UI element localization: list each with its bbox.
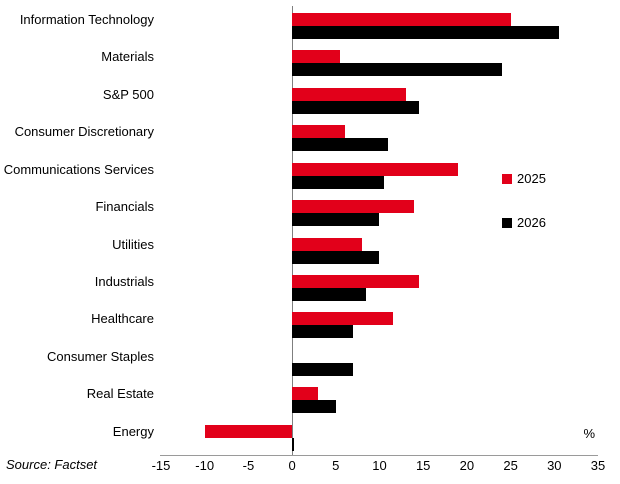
bar-2025 [292, 237, 362, 251]
bar-2026 [292, 325, 354, 339]
chart-row: S&P 500 [0, 81, 598, 118]
chart-row: Materials [0, 43, 598, 80]
bar-2025 [292, 200, 415, 214]
category-label: Materials [101, 49, 154, 65]
chart-row: Information Technology [0, 6, 598, 43]
category-label: Energy [112, 423, 154, 439]
category-label: Healthcare [91, 311, 154, 327]
chart-row: Utilities [0, 231, 598, 268]
category-label: S&P 500 [102, 86, 154, 102]
chart-row: Financials [0, 193, 598, 230]
bar-2025 [292, 13, 511, 26]
chart-row: Energy [0, 418, 598, 455]
x-tick-label: 15 [415, 458, 431, 473]
chart-rows: Information Technology Materials S&P 500 Co… [0, 6, 598, 455]
category-label: Consumer Staples [47, 348, 154, 364]
category-label: Real Estate [86, 386, 154, 402]
category-label: Financials [95, 199, 154, 215]
category-label: Industrials [94, 273, 154, 289]
x-tick-label: 25 [503, 458, 518, 473]
bar-2025 [292, 50, 341, 64]
x-axis-line [160, 455, 598, 456]
bar-2026 [292, 362, 354, 376]
bar-2025 [292, 274, 419, 288]
x-tick-label: -10 [195, 458, 215, 473]
bar-2026 [292, 175, 384, 189]
bar-2026 [292, 287, 367, 301]
category-label: Information Technology [19, 12, 154, 27]
bar-2026 [292, 250, 380, 264]
bar-2026 [292, 100, 419, 114]
chart-row: Industrials [0, 268, 598, 305]
zero-baseline [292, 6, 293, 455]
bar-2025 [292, 87, 406, 101]
category-label: Communications Services [3, 161, 154, 177]
x-tick-label: -15 [151, 458, 171, 473]
bar-2026 [292, 63, 502, 77]
bar-2025 [292, 162, 459, 176]
x-tick-label: -5 [242, 458, 255, 473]
category-label: Utilities [112, 236, 154, 252]
chart-row: Communications Services [0, 156, 598, 193]
chart-row: Healthcare [0, 305, 598, 342]
x-tick-label: 35 [590, 458, 606, 473]
bar-2026 [292, 213, 380, 227]
bar-2026 [292, 400, 336, 414]
x-tick-label: 10 [372, 458, 387, 473]
chart-row: Consumer Discretionary [0, 118, 598, 155]
chart-row: Real Estate [0, 380, 598, 417]
x-tick-label: 5 [332, 458, 340, 473]
x-tick-label: 0 [288, 458, 296, 473]
bar-2026 [292, 138, 389, 152]
source-note: Source: Factset [6, 457, 98, 472]
bar-2026 [292, 26, 559, 39]
bar-2025 [292, 387, 319, 401]
x-tick-label: 20 [459, 458, 475, 473]
category-label: Consumer Discretionary [14, 124, 154, 140]
bar-2025 [292, 125, 345, 139]
bar-2026 [292, 437, 294, 451]
chart-row: Consumer Staples [0, 343, 598, 380]
bar-2025 [292, 312, 393, 326]
x-axis-tick-labels: -15 -10 -5 0 5 10 15 20 25 30 35 [152, 458, 606, 476]
x-tick-label: 30 [547, 458, 562, 473]
bar-2025 [204, 424, 293, 438]
